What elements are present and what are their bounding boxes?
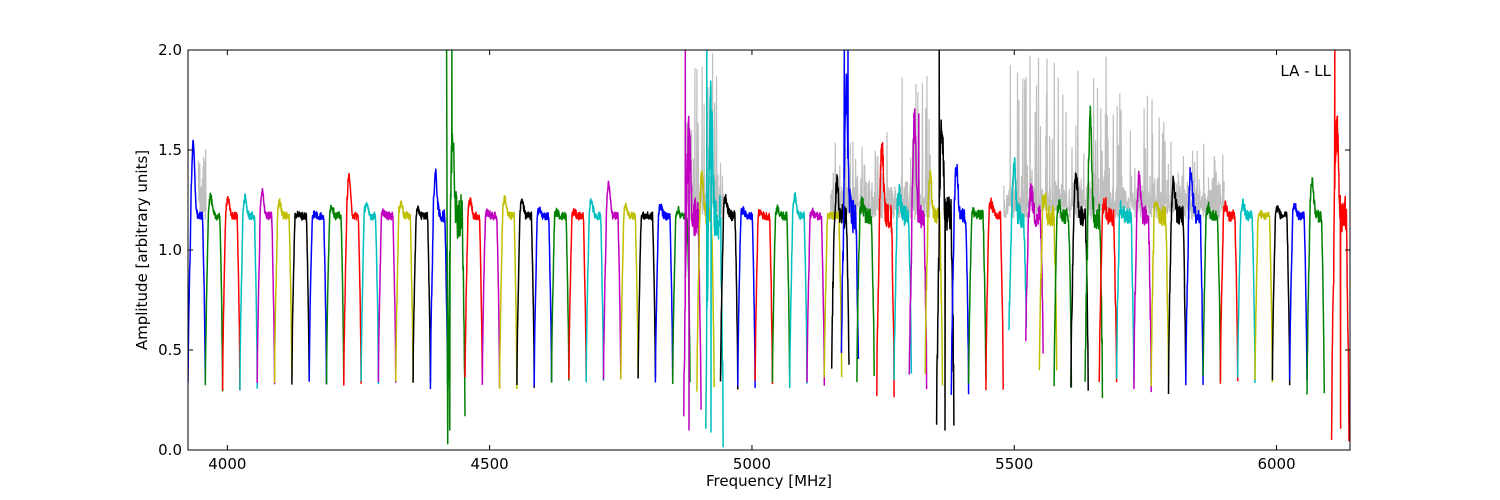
channel-trace — [498, 194, 518, 390]
y-tick-label: 0.0 — [158, 441, 182, 459]
channel-trace — [585, 198, 605, 383]
channel-trace — [1038, 192, 1058, 371]
channel-trace — [533, 206, 553, 387]
channel-trace — [1236, 198, 1256, 384]
channel-trace — [412, 205, 432, 383]
channel-trace — [291, 210, 310, 385]
series-layer — [188, 50, 1350, 448]
channel-trace — [908, 108, 928, 390]
channel-trace — [1288, 202, 1308, 380]
background-trace — [887, 76, 931, 220]
channel-trace — [788, 191, 808, 389]
channel-trace — [876, 141, 895, 398]
y-tick-label: 1.0 — [158, 241, 182, 259]
channel-trace — [343, 172, 362, 386]
channel-trace — [1084, 105, 1104, 399]
channel-trace — [204, 192, 224, 392]
channel-trace — [1185, 167, 1204, 386]
channel-trace — [1254, 209, 1274, 383]
channel-trace — [719, 193, 739, 390]
x-axis-label: Frequency [MHz] — [706, 472, 832, 490]
channel-trace — [1306, 177, 1326, 395]
channel-trace — [654, 203, 674, 383]
channel-trace — [1330, 50, 1350, 442]
channel-trace — [568, 207, 587, 382]
plot-frame — [187, 49, 1351, 451]
channel-trace — [1150, 201, 1170, 387]
y-tick-label: 1.5 — [158, 141, 182, 159]
channel-trace — [516, 198, 535, 388]
channel-trace — [394, 200, 414, 382]
x-tick-label: 5000 — [733, 455, 771, 473]
background-trace — [1003, 55, 1047, 220]
channel-trace — [935, 50, 955, 431]
y-axis-label: Amplitude [arbitrary units] — [133, 150, 151, 350]
x-tick-label: 6000 — [1257, 455, 1295, 473]
channel-trace — [1202, 201, 1222, 382]
channel-trace — [1115, 200, 1135, 383]
x-tick-label: 5500 — [995, 455, 1033, 473]
channel-trace — [1025, 183, 1044, 354]
background-trace — [1207, 154, 1225, 220]
y-tick-label: 2.0 — [158, 41, 182, 59]
channel-trace — [188, 139, 207, 383]
channel-trace — [377, 208, 397, 383]
x-tick-label: 4000 — [208, 455, 246, 473]
channel-trace — [481, 208, 501, 388]
channel-trace — [1053, 198, 1073, 388]
channel-trace — [637, 211, 657, 379]
channel-trace — [671, 205, 691, 385]
channel-trace — [1008, 157, 1028, 331]
channel-trace — [985, 197, 1004, 391]
y-axis: 0.0 0.5 1.0 1.5 2.0 — [158, 41, 1350, 459]
channel-trace — [325, 204, 345, 385]
channel-trace — [1098, 197, 1118, 383]
channel-trace — [239, 193, 258, 391]
y-tick-label: 0.5 — [158, 341, 182, 359]
x-axis: 4000 4500 5000 5500 6000 — [208, 50, 1296, 473]
channel-trace — [1167, 175, 1187, 395]
background-trace — [197, 149, 207, 220]
channel-trace — [308, 210, 328, 385]
channel-trace — [1219, 200, 1239, 384]
channel-trace — [360, 201, 380, 385]
channel-trace — [823, 211, 843, 378]
channel-trace — [771, 204, 791, 388]
channel-trace — [705, 50, 724, 448]
channel-trace — [830, 174, 850, 369]
channel-trace — [840, 50, 860, 360]
channel-trace — [620, 202, 639, 380]
panel-annotation: LA - LL — [1280, 62, 1331, 80]
channel-trace — [221, 195, 241, 391]
channel-trace — [429, 168, 449, 392]
channel-trace — [893, 183, 913, 380]
channel-trace — [464, 197, 484, 384]
channel-trace — [806, 207, 826, 386]
channel-trace — [273, 197, 293, 384]
background-trace — [685, 53, 724, 220]
x-tick-label: 4500 — [471, 455, 509, 473]
channel-trace — [683, 50, 702, 431]
channel-trace — [967, 206, 987, 384]
channel-trace — [950, 163, 970, 395]
channel-trace — [445, 50, 466, 445]
channel-trace — [550, 207, 570, 383]
channel-trace — [754, 208, 774, 385]
channel-trace — [737, 205, 756, 388]
channel-trace — [602, 180, 622, 380]
channel-trace — [1070, 172, 1089, 391]
channel-trace — [256, 188, 276, 385]
background-trace — [1108, 93, 1167, 220]
background-trace — [1165, 141, 1209, 220]
channel-trace — [1133, 170, 1152, 393]
channel-trace — [1271, 205, 1291, 386]
channel-trace — [856, 196, 875, 383]
